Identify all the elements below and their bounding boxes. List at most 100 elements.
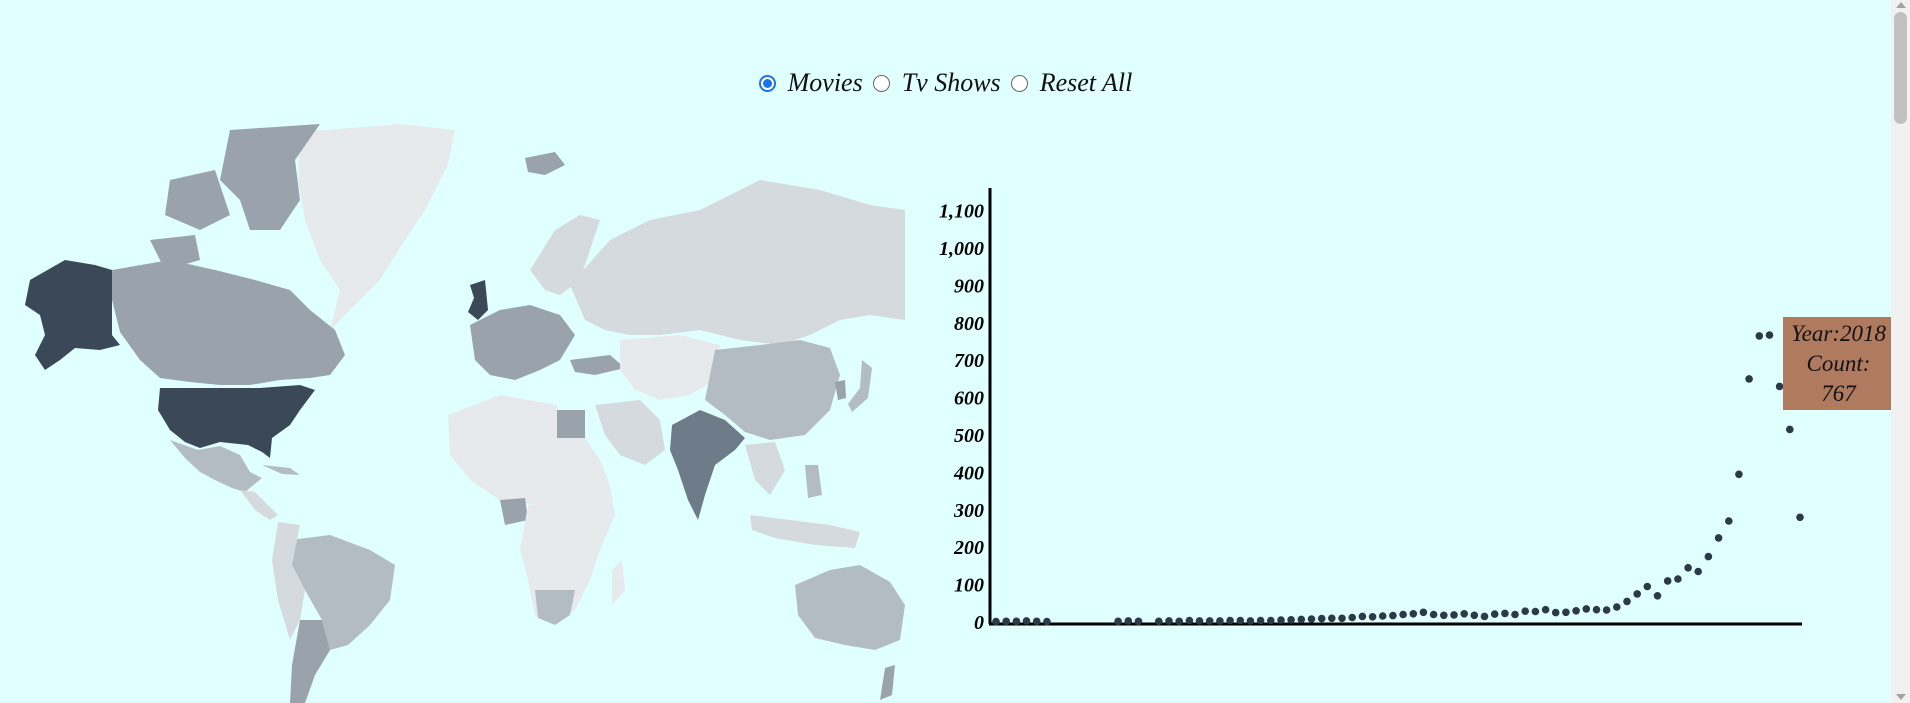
data-point[interactable] [1674,575,1682,583]
data-point[interactable] [1623,597,1631,606]
data-point[interactable] [1653,592,1662,600]
movies-option[interactable]: Movies [758,68,863,98]
data-point[interactable] [1134,617,1143,626]
data-point[interactable] [1725,517,1733,525]
data-point[interactable] [1205,617,1214,625]
data-point[interactable] [1012,617,1021,626]
country-madagascar[interactable] [612,560,625,605]
data-point[interactable] [1226,616,1234,625]
country-mexico[interactable] [170,440,262,492]
data-point[interactable] [1786,425,1794,434]
data-point[interactable] [1419,608,1428,617]
data-point[interactable] [1378,612,1387,620]
country-africa-north[interactable] [448,395,610,505]
data-point[interactable] [1317,614,1326,623]
data-point[interactable] [1277,616,1285,624]
data-point[interactable] [1267,616,1275,625]
country-se-asia[interactable] [745,442,785,495]
data-point[interactable] [1195,617,1204,625]
data-point[interactable] [1480,612,1489,621]
data-point[interactable] [1704,552,1713,561]
country-philippines[interactable] [805,465,822,498]
data-point[interactable] [1663,577,1672,585]
data-point[interactable] [1216,617,1224,625]
data-point[interactable] [1328,614,1336,623]
scroll-thumb[interactable] [1894,12,1907,124]
data-point[interactable] [1032,617,1041,626]
reset-all-option[interactable]: Reset All [1010,68,1132,98]
country-egypt[interactable] [557,410,585,438]
country-andes[interactable] [272,522,305,640]
data-point[interactable] [1358,612,1367,621]
country-australia[interactable] [795,565,905,650]
country-alaska[interactable] [25,260,120,370]
scroll-down-icon[interactable] [1896,694,1906,700]
data-point[interactable] [1175,617,1183,626]
country-central-asia[interactable] [620,335,720,400]
country-india[interactable] [670,410,745,520]
data-point[interactable] [1256,616,1265,625]
data-point[interactable] [1511,610,1519,619]
data-point[interactable] [1796,513,1804,522]
data-point[interactable] [1165,617,1173,625]
data-point[interactable] [1155,617,1163,626]
data-point[interactable] [1602,606,1611,614]
data-point[interactable] [1002,617,1010,626]
country-iceland[interactable] [525,152,565,175]
data-point[interactable] [1429,610,1438,619]
data-point[interactable] [1307,615,1316,623]
country-europe-west[interactable] [470,305,575,380]
data-point[interactable] [1470,611,1479,620]
data-point[interactable] [1531,607,1540,616]
data-point[interactable] [1521,607,1529,615]
country-china[interactable] [705,340,840,440]
country-indonesia[interactable] [750,515,860,548]
country-japan[interactable] [848,360,872,412]
data-point[interactable] [1643,582,1652,591]
data-point[interactable] [1775,382,1784,391]
data-point[interactable] [1551,608,1560,617]
data-point[interactable] [1613,603,1621,611]
data-point[interactable] [1541,605,1550,614]
data-point[interactable] [1592,605,1601,614]
country-russia[interactable] [570,180,905,345]
data-point[interactable] [1755,332,1764,340]
data-point[interactable] [1348,613,1356,622]
data-point[interactable] [1368,613,1377,621]
data-point[interactable] [1460,610,1468,618]
data-point[interactable] [1287,616,1295,624]
country-nigeria[interactable] [500,498,528,525]
data-point[interactable] [1735,470,1743,479]
data-point[interactable] [992,617,1000,626]
data-point[interactable] [1765,331,1774,339]
data-point[interactable] [1684,564,1692,572]
data-point[interactable] [1389,611,1397,620]
country-south-africa[interactable] [535,590,575,625]
data-point[interactable] [1409,610,1418,618]
tv-shows-option[interactable]: Tv Shows [872,68,1001,98]
scroll-up-icon[interactable] [1896,2,1906,8]
country-korea[interactable] [835,380,846,400]
country-uk[interactable] [468,280,488,320]
country-canada[interactable] [112,260,345,385]
scrollbar[interactable] [1891,0,1910,703]
data-point[interactable] [1338,614,1346,623]
data-point[interactable] [1399,610,1407,619]
country-usa[interactable] [158,385,315,458]
data-point[interactable] [1114,617,1122,626]
data-point[interactable] [1124,617,1133,625]
country-cuba[interactable] [262,465,300,475]
country-brazil[interactable] [290,535,395,650]
data-point[interactable] [1440,611,1448,620]
data-point[interactable] [1714,534,1723,542]
data-point[interactable] [1694,567,1702,576]
country-central-america[interactable] [240,490,278,520]
data-point[interactable] [1582,605,1591,613]
data-point[interactable] [1297,615,1306,624]
data-point[interactable] [1633,590,1641,598]
data-point[interactable] [1185,616,1194,625]
country-new-zealand[interactable] [880,665,895,700]
data-point[interactable] [1572,607,1580,615]
tv-shows-radio[interactable] [872,74,890,92]
data-point[interactable] [1562,608,1570,617]
